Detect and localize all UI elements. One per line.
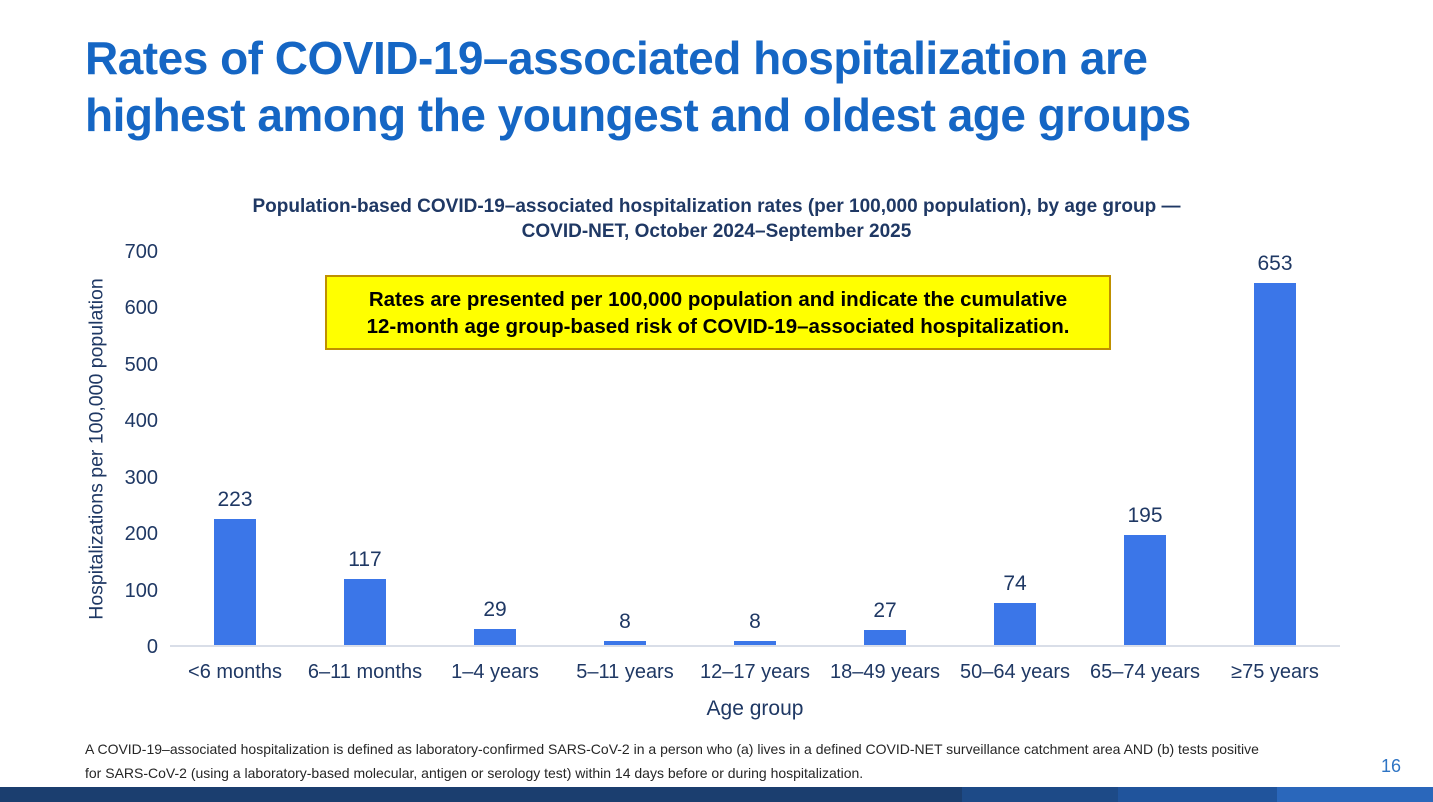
slide-title: Rates of COVID-19–associated hospitaliza… xyxy=(85,30,1345,144)
slide-title-line2: highest among the youngest and oldest ag… xyxy=(85,89,1191,141)
y-tick-label: 700 xyxy=(124,241,158,263)
bar-slot: 29 xyxy=(430,252,560,645)
bar xyxy=(994,603,1036,645)
x-axis-labels: <6 months 6–11 months 1–4 years 5–11 years 1… xyxy=(170,661,1340,684)
bar-slot: 117 xyxy=(300,252,430,645)
bar-value-label: 29 xyxy=(483,597,507,621)
footnote-line1: A COVID-19–associated hospitalization is… xyxy=(85,741,1259,757)
footnote: A COVID-19–associated hospitalization is… xyxy=(85,737,1330,785)
y-tick-label: 100 xyxy=(124,579,158,602)
y-tick-label: 500 xyxy=(124,353,158,376)
x-axis-label: 65–74 years xyxy=(1089,661,1201,683)
chart-title-line2: COVID-NET, October 2024–September 2025 xyxy=(521,221,912,242)
chart-title: Population-based COVID-19–associated hos… xyxy=(0,194,1433,244)
footnote-line2: for SARS-CoV-2 (using a laboratory-based… xyxy=(85,765,864,781)
bar-value-label: 223 xyxy=(217,488,253,512)
page-number: 16 xyxy=(1380,756,1401,776)
bar-value-label: 74 xyxy=(1003,572,1027,596)
x-axis-label: 50–64 years xyxy=(959,661,1071,683)
bar-value-label: 653 xyxy=(1257,252,1293,275)
bar-slot: 223 xyxy=(170,252,300,645)
x-axis-title: Age group xyxy=(706,697,804,720)
callout-line1: Rates are presented per 100,000 populati… xyxy=(368,287,1068,311)
footer-bar-segment xyxy=(1117,787,1277,802)
y-tick-label: 600 xyxy=(124,297,158,320)
bar-slot: 8 xyxy=(560,252,690,645)
bar xyxy=(474,628,516,645)
chart-title-line1: Population-based COVID-19–associated hos… xyxy=(252,196,1181,217)
footer-color-bar xyxy=(0,787,1433,802)
slide-title-line1: Rates of COVID-19–associated hospitaliza… xyxy=(85,32,1148,84)
bar xyxy=(214,519,256,645)
footer-bar-segment xyxy=(1276,787,1433,802)
bar xyxy=(734,640,776,645)
bars-row: 223 117 29 8 8 27 74 195 653 xyxy=(170,252,1340,645)
bar xyxy=(1254,283,1296,645)
callout-box: Rates are presented per 100,000 populati… xyxy=(325,275,1111,350)
x-axis-label: 1–4 years xyxy=(451,661,539,683)
x-axis-label: 18–49 years xyxy=(829,661,941,683)
bar-value-label: 195 xyxy=(1127,503,1163,527)
x-axis-label: 6–11 months xyxy=(307,661,423,683)
x-axis-label: 5–11 years xyxy=(576,661,674,683)
bar-slot: 8 xyxy=(690,252,820,645)
bar-slot: 27 xyxy=(820,252,950,645)
callout-line2: 12-month age group-based risk of COVID-1… xyxy=(366,314,1070,338)
bar-slot: 653 xyxy=(1210,252,1340,645)
bar xyxy=(604,640,646,645)
footer-bar-segment xyxy=(961,787,1118,802)
y-tick-label: 400 xyxy=(124,410,158,433)
bar-slot: 74 xyxy=(950,252,1080,645)
footer-bar-segment xyxy=(0,787,962,802)
bar-value-label: 8 xyxy=(749,609,761,633)
bar-slot: 195 xyxy=(1080,252,1210,645)
bar xyxy=(344,578,386,645)
bar-value-label: 117 xyxy=(348,547,382,571)
plot-area: 223 117 29 8 8 27 74 195 653 xyxy=(170,252,1340,647)
y-tick-label: 300 xyxy=(124,466,158,489)
x-axis-label: ≥75 years xyxy=(1231,661,1319,683)
bar xyxy=(1124,534,1166,645)
y-tick-label: 0 xyxy=(146,636,158,658)
bar-value-label: 8 xyxy=(619,609,631,633)
y-tick-labels: 700 600 500 400 300 200 100 0 xyxy=(98,241,158,658)
x-axis-label: 12–17 years xyxy=(699,661,811,683)
x-axis-label: <6 months xyxy=(188,661,282,683)
y-tick-label: 200 xyxy=(124,523,158,546)
bar-value-label: 27 xyxy=(873,598,897,622)
bar xyxy=(864,629,906,645)
